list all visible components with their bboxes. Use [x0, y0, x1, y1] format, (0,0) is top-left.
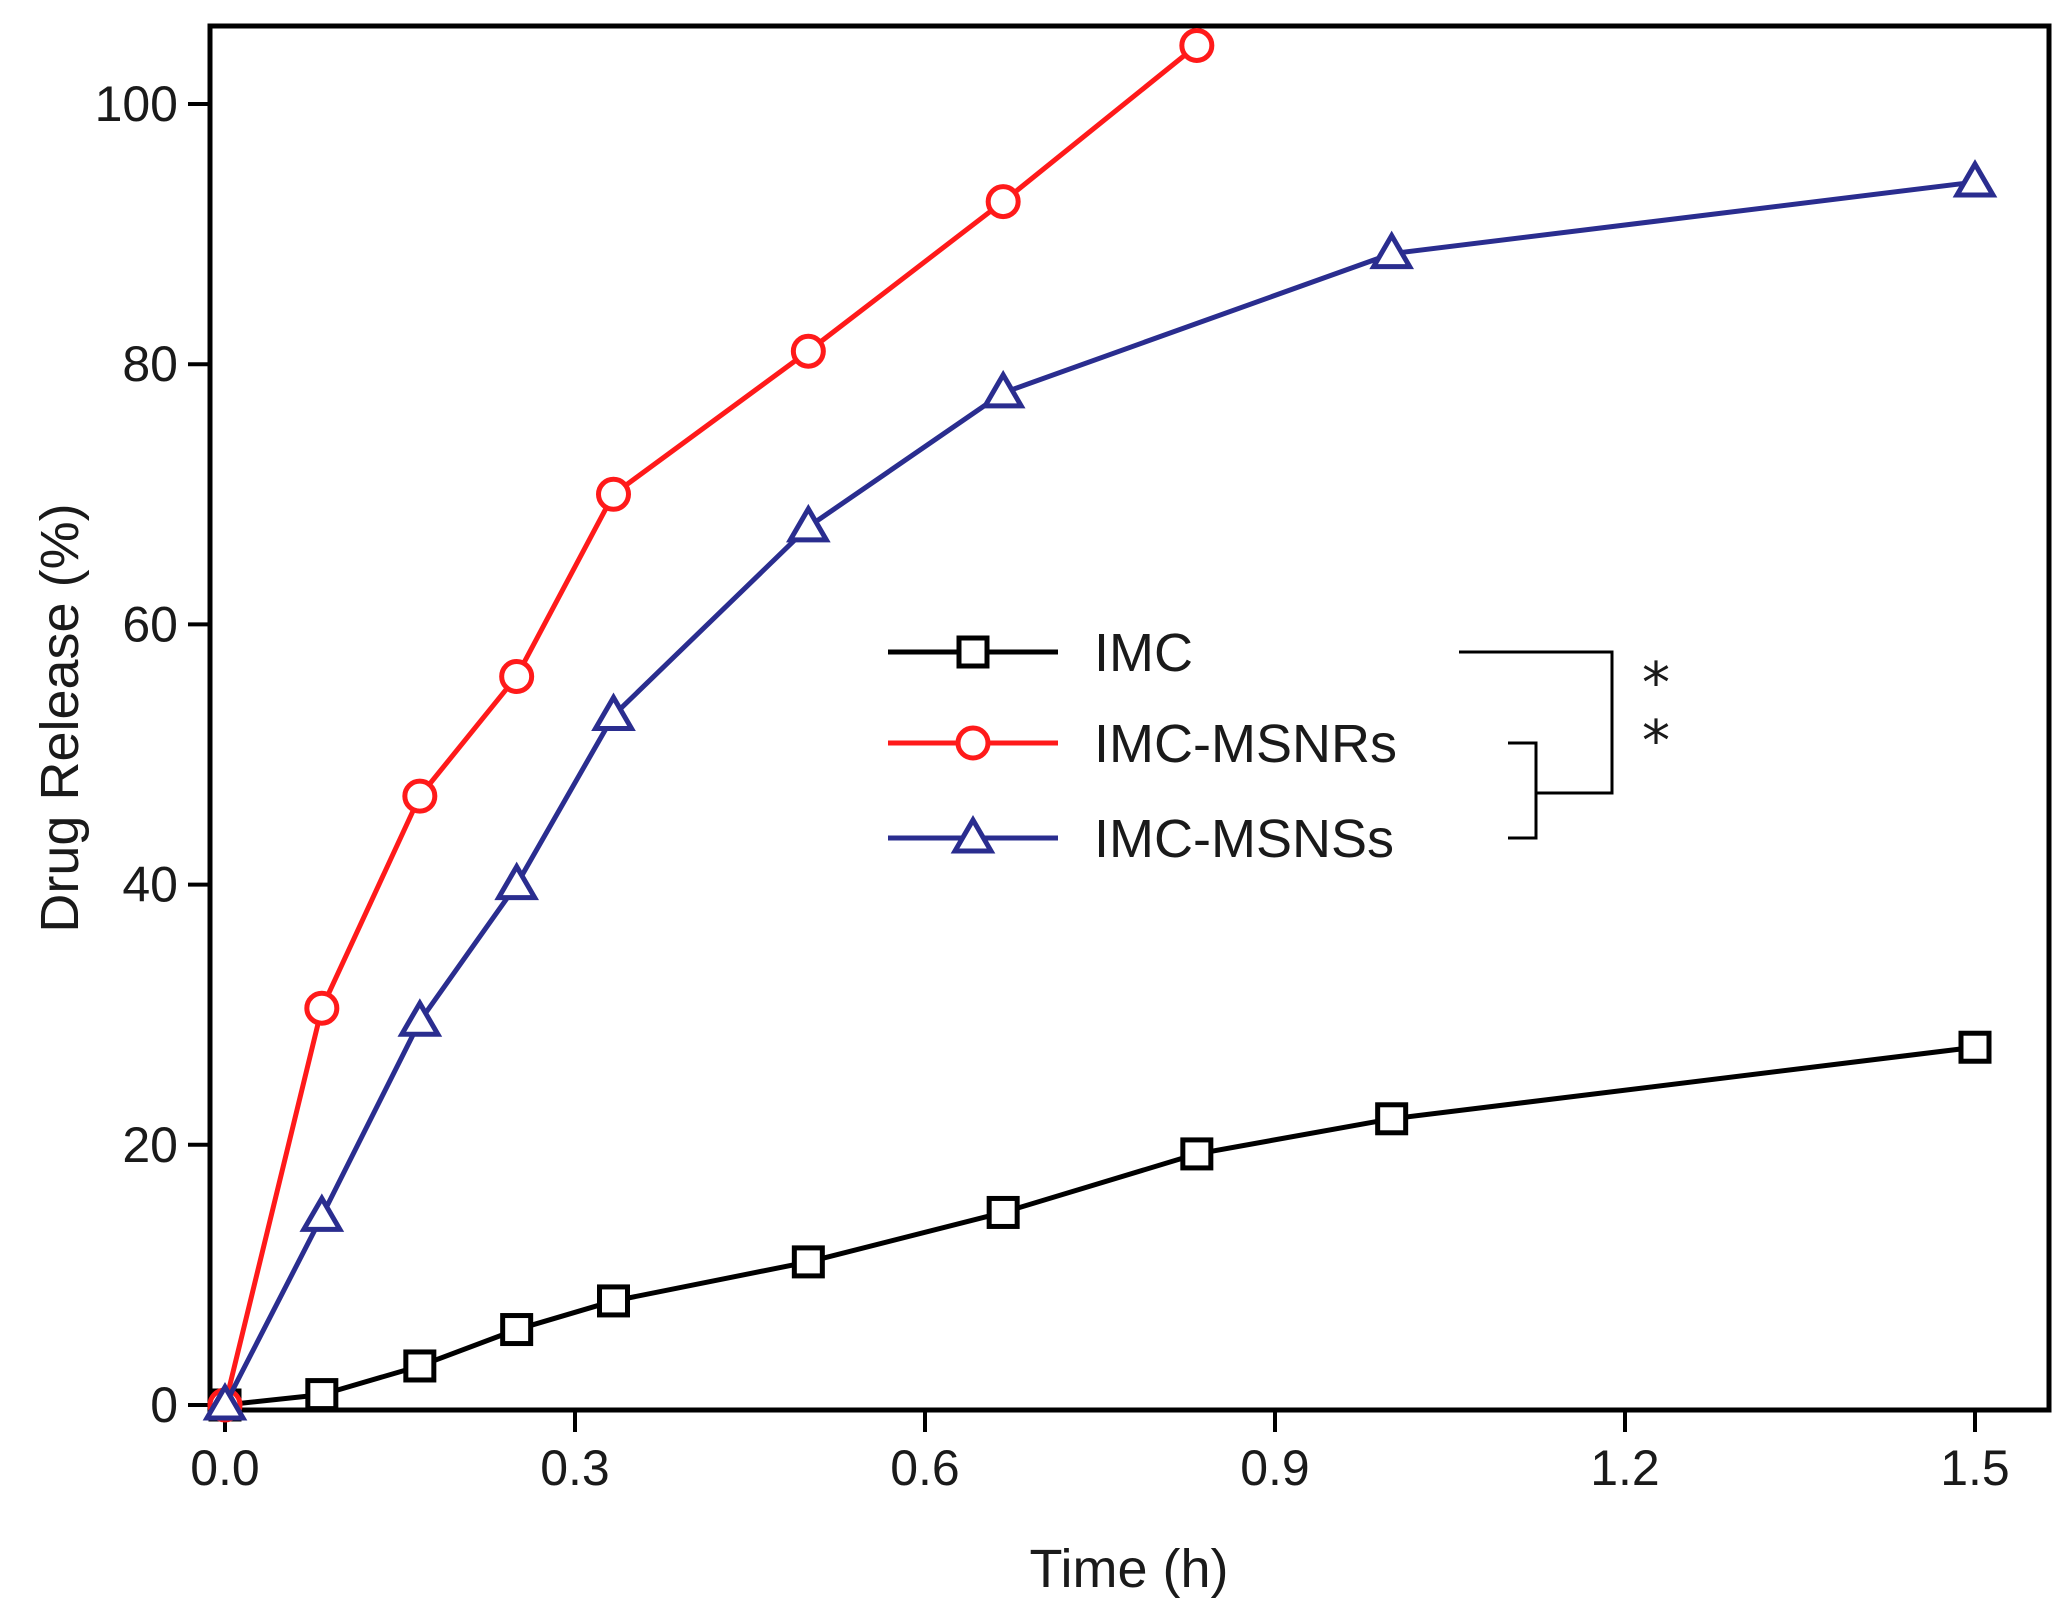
data-point-imc-3	[500, 1313, 534, 1347]
y-tick-label-1: 20	[122, 1117, 178, 1173]
data-point-imc-msnrs-2	[402, 778, 438, 814]
significance-bracket: * *	[1459, 650, 1670, 840]
series-imc-msnrs	[207, 27, 1215, 1423]
x-tick-label-0: 0.0	[190, 1440, 260, 1496]
series-imc	[208, 1030, 1992, 1422]
x-axis-ticks: 0.0 0.3 0.6 0.9 1.2 1.5	[190, 1410, 2010, 1496]
data-point-imc-6	[986, 1195, 1020, 1229]
legend-item-imc-msnss: IMC-MSNSs	[888, 809, 1394, 869]
y-tick-label-3: 60	[122, 596, 178, 652]
x-tick-label-5: 1.5	[1940, 1440, 2010, 1496]
series-line-imc-msnrs	[222, 43, 1199, 1406]
data-point-imc-msnrs-3	[499, 658, 535, 694]
data-point-imc-msnss-3	[494, 861, 540, 901]
data-point-imc-1	[305, 1378, 339, 1412]
bracket-msnr-msns	[1508, 741, 1538, 840]
data-point-imc-5	[791, 1245, 825, 1279]
y-axis-title: Drug Release (%)	[30, 503, 90, 932]
data-point-imc-msnrs-4	[596, 476, 631, 512]
x-tick-label-3: 0.9	[1240, 1440, 1310, 1496]
significance-star-2: *	[1642, 709, 1670, 774]
data-point-imc-msnrs-1	[304, 990, 340, 1026]
series-line-imc	[224, 1044, 1976, 1408]
data-point-imc-msnss-7	[1369, 230, 1415, 270]
data-point-imc-msnrs-6	[985, 184, 1021, 220]
data-point-imc-4	[597, 1284, 630, 1318]
data-point-imc-8	[1375, 1102, 1409, 1136]
x-axis-title: Time (h)	[1030, 1539, 1229, 1599]
legend-label-imc: IMC	[1094, 623, 1193, 683]
y-tick-label-2: 40	[122, 857, 178, 913]
data-point-imc-msnss-0	[202, 1382, 248, 1421]
y-tick-label-4: 80	[122, 336, 178, 392]
legend-item-imc-msnrs: IMC-MSNRs	[888, 714, 1397, 774]
data-point-imc-msnss-1	[299, 1193, 345, 1232]
x-tick-label-1: 0.3	[540, 1440, 610, 1496]
legend-label-imc-msnss: IMC-MSNSs	[1094, 809, 1394, 869]
y-axis-ticks: 0 20 40 60 80 100	[95, 76, 210, 1433]
data-point-imc-msnss-6	[980, 369, 1026, 409]
bracket-imc-to-group	[1459, 650, 1614, 795]
data-point-imc-msnss-5	[785, 503, 831, 543]
data-point-imc-msnss-2	[397, 998, 443, 1037]
data-point-imc-msnrs-5	[790, 333, 826, 369]
significance-star-1: *	[1642, 651, 1670, 716]
data-point-imc-msnss-8	[1952, 159, 1998, 198]
series-layer	[202, 27, 1998, 1423]
legend-marker-imc	[956, 635, 990, 669]
y-tick-label-5: 100	[95, 76, 178, 132]
series-imc-msnss	[202, 159, 1998, 1421]
y-tick-label-0: 0	[150, 1377, 178, 1433]
legend-marker-imc-msnss	[950, 815, 996, 854]
legend: IMC IMC-MSNRs IMC-MSNSs	[888, 623, 1397, 869]
data-point-imc-9	[1958, 1030, 1992, 1064]
x-tick-label-4: 1.2	[1590, 1440, 1660, 1496]
x-tick-label-2: 0.6	[890, 1440, 960, 1496]
data-point-imc-2	[403, 1349, 437, 1383]
legend-item-imc: IMC	[888, 623, 1193, 683]
series-line-imc-msnss	[222, 179, 1976, 1407]
plot-frame	[207, 23, 2052, 1413]
legend-label-imc-msnrs: IMC-MSNRs	[1094, 714, 1397, 774]
data-point-imc-7	[1180, 1137, 1214, 1171]
legend-marker-imc-msnrs	[955, 725, 991, 761]
data-point-imc-msnss-4	[591, 692, 636, 731]
plot-frame-group	[207, 23, 2052, 1413]
data-point-imc-msnrs-7	[1179, 27, 1215, 63]
